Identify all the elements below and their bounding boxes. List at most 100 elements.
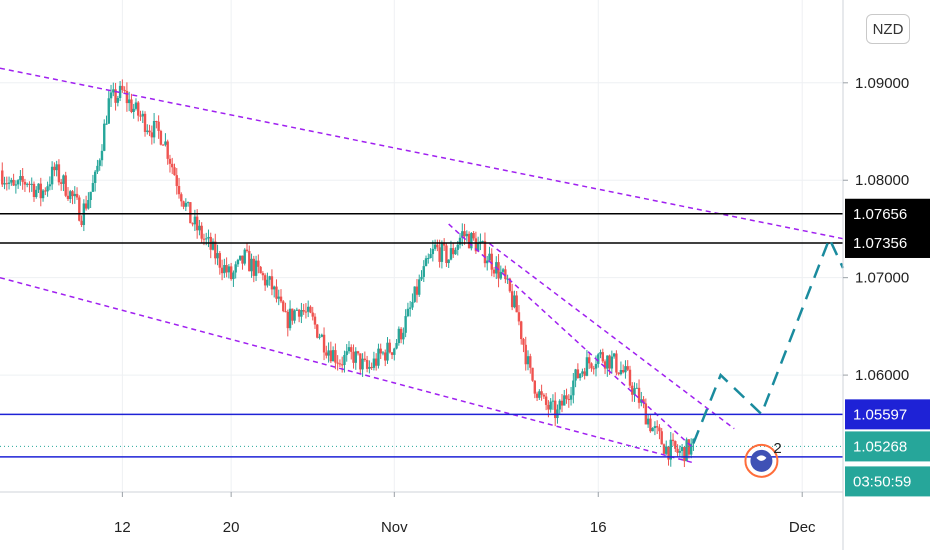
candle-body — [291, 308, 294, 321]
candle-body — [62, 175, 65, 184]
candle-body — [295, 309, 299, 311]
candle-body — [318, 336, 321, 338]
candle-body — [350, 347, 353, 352]
candle-body — [631, 385, 634, 395]
candle-body — [325, 352, 328, 356]
candle-body — [399, 328, 403, 340]
candle-body — [171, 163, 174, 168]
candle-body — [665, 446, 668, 454]
candle-body — [628, 369, 632, 386]
projection-line — [692, 235, 845, 444]
candle-body — [5, 183, 8, 185]
candle-body — [236, 259, 240, 265]
candle-body — [569, 395, 573, 400]
candle-body — [164, 141, 167, 145]
candle-body — [123, 89, 126, 91]
candle-body — [524, 344, 527, 365]
candle-body — [250, 258, 253, 272]
horizontal-levels — [0, 213, 843, 458]
marker-glyph — [756, 455, 767, 461]
candle-body — [75, 193, 79, 198]
candle-body — [619, 370, 623, 375]
candle-body — [159, 130, 163, 145]
candle-body — [302, 310, 305, 312]
event-marker[interactable]: 2 — [744, 440, 782, 478]
candle-body — [481, 241, 484, 243]
price-tags: 1.07656 1.07356 1.05597 1.05268 03:50:59 — [845, 198, 930, 497]
candle-body — [89, 191, 92, 200]
price-tick-label: 1.07000 — [855, 270, 909, 287]
candle-body — [658, 427, 661, 432]
candle-body — [66, 195, 70, 200]
time-tick-label: Dec — [789, 519, 816, 536]
candle-body — [7, 182, 11, 184]
candle-body — [245, 249, 249, 252]
price-axis[interactable]: 1.09000 1.08000 1.07000 1.06000 — [843, 75, 909, 384]
candle-body — [587, 357, 591, 364]
current-price-tag-bg — [845, 431, 930, 462]
time-axis[interactable]: 12 20 Nov 16 Dec — [114, 492, 816, 536]
candle-body — [214, 241, 217, 259]
candle-body — [551, 400, 555, 402]
candle-body — [59, 182, 63, 184]
candle-body — [667, 446, 670, 460]
candle-body — [585, 357, 589, 376]
candle-body — [207, 236, 210, 239]
candle-body — [73, 193, 76, 197]
candle-body — [132, 108, 135, 112]
candle-body — [558, 400, 561, 410]
candle-body — [107, 98, 110, 124]
candle-body — [411, 301, 414, 308]
candle-body — [601, 352, 604, 362]
candle-body — [69, 191, 72, 200]
candle-body — [288, 308, 292, 329]
candle-body — [617, 372, 620, 375]
candle-body — [510, 291, 514, 308]
candle-body — [139, 115, 142, 117]
candle-body — [606, 355, 609, 369]
candle-body — [576, 369, 580, 379]
candle-body — [560, 400, 564, 406]
candle-body — [597, 354, 600, 364]
candle-body — [180, 194, 183, 202]
candle-body — [610, 356, 614, 369]
candle-body — [30, 183, 33, 185]
currency-label[interactable]: NZD — [866, 14, 910, 44]
candle-body — [41, 190, 45, 199]
candle-body — [141, 113, 144, 117]
candle-body — [544, 396, 548, 405]
candle-body — [649, 418, 652, 432]
candle-body — [397, 328, 401, 344]
candle-body — [660, 431, 663, 445]
candle-body — [257, 260, 260, 267]
candle-body — [467, 233, 471, 249]
candle-body — [374, 358, 378, 366]
candle-body — [669, 439, 672, 460]
candle-body — [273, 286, 276, 290]
candle-body — [393, 348, 396, 355]
candle-body — [486, 260, 489, 264]
candle-body — [499, 271, 503, 279]
candle-body — [50, 166, 54, 185]
candle-body — [542, 394, 546, 397]
candle-body — [583, 371, 586, 376]
candle-body — [168, 158, 172, 164]
candle-body — [427, 258, 430, 260]
candle-body — [408, 307, 412, 309]
candle-body — [572, 380, 575, 396]
candle-body — [282, 301, 285, 312]
candle-body — [436, 244, 439, 248]
candle-body — [438, 247, 441, 262]
level-price-tag: 1.05597 — [853, 406, 907, 423]
candle-body — [127, 99, 131, 104]
candle-body — [84, 203, 88, 209]
candle-body — [529, 356, 532, 368]
candle-body — [336, 362, 339, 364]
candle-body — [268, 276, 271, 280]
candle-body — [515, 295, 518, 313]
candle-body — [261, 273, 265, 276]
candle-body — [184, 203, 188, 207]
candle-body — [422, 266, 425, 277]
candle-body — [449, 248, 453, 260]
